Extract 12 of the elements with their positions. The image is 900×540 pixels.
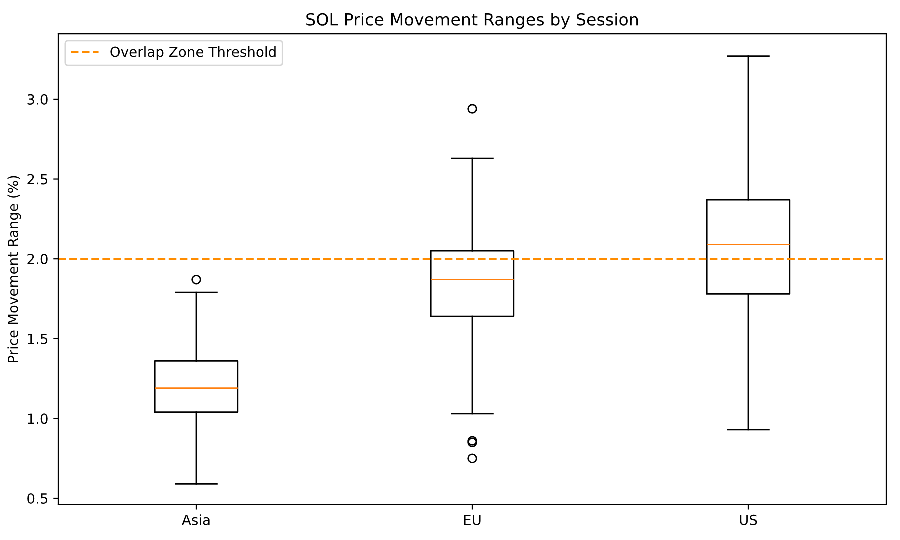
x-tick-label: US	[740, 514, 758, 526]
y-tick-label: 3.0	[28, 94, 48, 105]
y-tick-label: 0.5	[28, 493, 48, 504]
y-tick-label: 2.0	[28, 254, 48, 265]
y-tick-label: 1.5	[28, 334, 48, 344]
x-tick-label: Asia	[182, 514, 210, 526]
chart-title: SOL Price Movement Ranges by Session	[306, 13, 638, 30]
y-tick-label: 2.5	[28, 174, 48, 185]
y-tick-label: 1.0	[28, 414, 48, 424]
y-axis-title: Price Movement Range (%)	[8, 176, 22, 362]
x-tick-label: EU	[464, 515, 481, 526]
legend-label: Overlap Zone Threshold	[110, 46, 276, 60]
